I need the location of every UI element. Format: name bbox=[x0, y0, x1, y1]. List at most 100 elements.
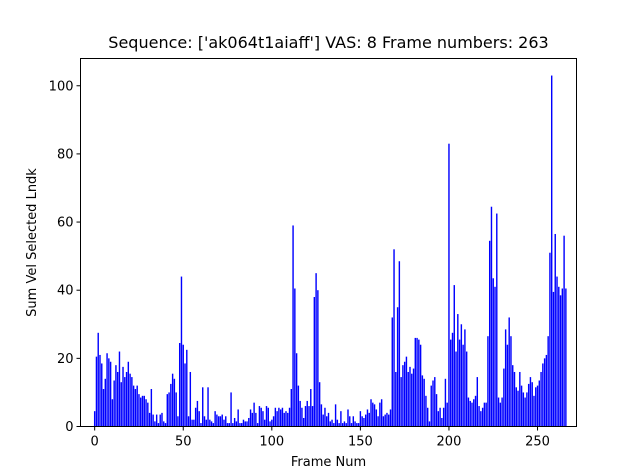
bar-frame-182 bbox=[416, 337, 418, 427]
bar-frame-228 bbox=[497, 397, 500, 427]
bar-frame-251 bbox=[538, 380, 541, 427]
bar-frame-128 bbox=[320, 404, 323, 427]
bar-frame-172 bbox=[398, 261, 401, 427]
bar-frame-56 bbox=[193, 419, 195, 427]
bar-frame-49 bbox=[180, 276, 183, 427]
bar-frame-80 bbox=[235, 421, 238, 427]
bar-frame-11 bbox=[113, 380, 115, 427]
bar-frame-75 bbox=[226, 423, 229, 427]
x-tick-label: 150 bbox=[348, 435, 373, 450]
x-tick-label: 100 bbox=[259, 435, 284, 450]
bar-frame-163 bbox=[382, 416, 385, 427]
bar-frame-30 bbox=[147, 402, 149, 427]
bar-frame-254 bbox=[543, 358, 546, 427]
y-tick-label: 0 bbox=[65, 420, 73, 435]
bar-frame-1 bbox=[95, 356, 98, 427]
bar-frame-113 bbox=[294, 288, 296, 427]
bar-frame-133 bbox=[329, 421, 331, 427]
bar-frame-38 bbox=[161, 412, 163, 427]
bar-frame-20 bbox=[129, 373, 131, 427]
bar-frame-65 bbox=[209, 419, 211, 427]
bar-frame-246 bbox=[529, 377, 532, 427]
bar-frame-154 bbox=[366, 409, 369, 427]
bar-frame-3 bbox=[99, 354, 101, 427]
bar-frame-188 bbox=[426, 407, 429, 427]
bar-frame-67 bbox=[212, 423, 215, 427]
bar-frame-119 bbox=[304, 406, 307, 427]
x-axis-ticks: 0 50 100 150 200 250 bbox=[91, 426, 550, 450]
bar-frame-240 bbox=[519, 371, 521, 427]
bar-frame-255 bbox=[545, 354, 548, 427]
bar-frame-145 bbox=[350, 423, 353, 427]
bar-frame-197 bbox=[442, 407, 445, 427]
bar-frame-85 bbox=[244, 421, 246, 427]
bar-frame-138 bbox=[338, 423, 340, 427]
bar-frame-140 bbox=[341, 423, 344, 427]
bar-frame-44 bbox=[171, 373, 174, 427]
bar-frame-33 bbox=[152, 414, 154, 427]
bar-frame-242 bbox=[522, 392, 525, 427]
bar-frame-207 bbox=[460, 324, 463, 427]
bar-frame-86 bbox=[246, 421, 248, 427]
bar-frame-6 bbox=[104, 378, 107, 427]
bar-frame-8 bbox=[108, 358, 110, 427]
y-tick-label: 80 bbox=[57, 147, 74, 162]
bar-frame-52 bbox=[186, 349, 188, 427]
bar-frame-165 bbox=[386, 412, 388, 427]
bar-frame-144 bbox=[349, 416, 351, 427]
bar-frame-187 bbox=[425, 395, 427, 427]
bar-frame-239 bbox=[517, 390, 519, 427]
bar-frame-186 bbox=[423, 378, 425, 427]
bar-frame-181 bbox=[414, 337, 417, 427]
bar-frame-220 bbox=[483, 402, 486, 427]
bar-frame-199 bbox=[446, 402, 448, 427]
bar-frame-48 bbox=[178, 343, 181, 427]
bar-frame-106 bbox=[281, 407, 284, 427]
bar-frame-151 bbox=[361, 416, 363, 427]
bar-frame-131 bbox=[326, 416, 328, 427]
bar-frame-237 bbox=[513, 371, 516, 427]
bar-frame-129 bbox=[322, 414, 324, 427]
bar-frame-233 bbox=[506, 344, 509, 427]
bar-frame-97 bbox=[265, 406, 268, 427]
bar-frame-105 bbox=[279, 409, 282, 427]
bar-frame-266 bbox=[565, 288, 567, 427]
bar-frame-260 bbox=[554, 233, 556, 427]
bar-frame-84 bbox=[242, 419, 245, 427]
bar-frame-66 bbox=[210, 421, 213, 427]
bar-frame-71 bbox=[219, 416, 222, 427]
bar-frame-193 bbox=[435, 394, 438, 427]
bar-frame-108 bbox=[285, 411, 287, 427]
bar-frame-236 bbox=[512, 365, 514, 427]
bar-frame-257 bbox=[549, 252, 551, 427]
bar-frame-216 bbox=[476, 377, 479, 427]
bar-frame-152 bbox=[363, 417, 365, 427]
bar-frame-226 bbox=[494, 286, 496, 427]
bar-frame-170 bbox=[395, 371, 397, 427]
bar-frame-31 bbox=[148, 412, 151, 427]
bar-frame-158 bbox=[373, 404, 376, 427]
bar-frame-7 bbox=[106, 353, 108, 427]
bar-frame-176 bbox=[405, 356, 408, 427]
bar-frame-116 bbox=[299, 400, 301, 427]
bar-frame-180 bbox=[412, 368, 415, 427]
bar-frame-201 bbox=[450, 339, 452, 427]
bar-frame-215 bbox=[474, 395, 477, 427]
bar-frame-27 bbox=[141, 395, 144, 427]
bar-frame-210 bbox=[465, 351, 468, 427]
bar-frame-173 bbox=[400, 377, 402, 427]
bar-frame-247 bbox=[531, 382, 533, 427]
bar-frame-122 bbox=[310, 389, 312, 427]
bar-frame-73 bbox=[223, 419, 225, 427]
bar-frame-211 bbox=[467, 397, 470, 427]
bar-frame-109 bbox=[287, 412, 289, 427]
y-tick-label: 20 bbox=[57, 352, 74, 367]
bar-frame-253 bbox=[542, 363, 544, 427]
bar-frame-149 bbox=[357, 423, 360, 427]
bar-frame-10 bbox=[111, 399, 114, 427]
bar-frame-234 bbox=[508, 317, 510, 427]
bar-frame-178 bbox=[409, 366, 411, 427]
bar-frame-175 bbox=[403, 361, 406, 427]
bar-frame-123 bbox=[311, 406, 314, 427]
bar-frame-132 bbox=[327, 412, 330, 427]
